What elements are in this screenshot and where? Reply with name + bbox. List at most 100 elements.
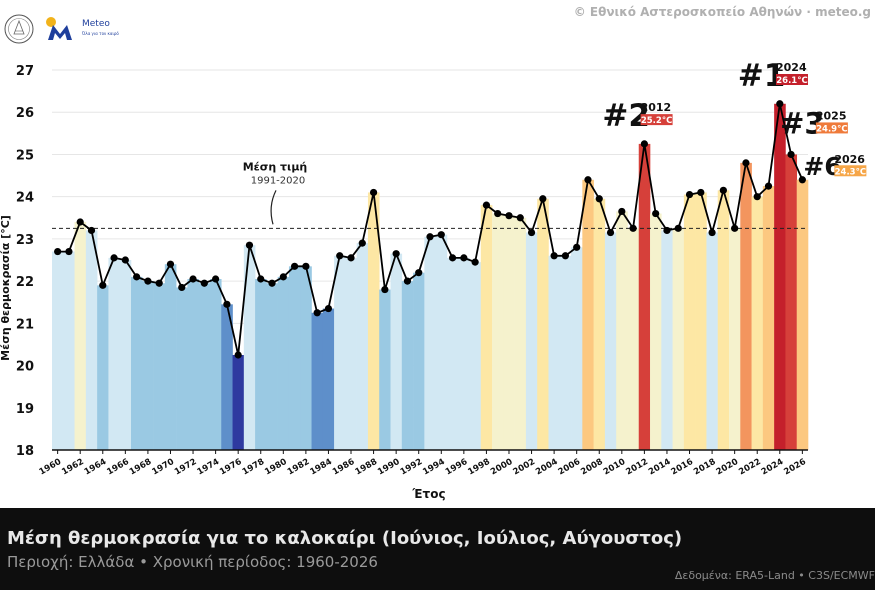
point-2011 [629,224,637,232]
bar-2009 [604,232,617,450]
x-tick-label: 1980 [263,457,289,478]
point-1971 [178,283,186,292]
point-1993 [426,233,434,241]
x-tick-label: 1988 [354,457,380,478]
bar-1991 [401,281,414,450]
point-2022 [753,193,761,201]
point-1992 [415,269,423,277]
bars-group [52,103,809,451]
y-tick-label: 27 [16,64,34,79]
x-tick-label: 1996 [444,457,470,478]
bar-1999 [492,213,504,450]
point-2017 [697,188,705,197]
point-2001 [516,214,524,222]
bar-2003 [537,198,549,450]
bar-1978 [255,279,267,450]
bar-1973 [198,283,211,450]
point-2026 [798,176,806,184]
bar-2013 [650,213,662,450]
point-1974 [212,275,220,283]
x-tick-label: 2016 [670,457,696,478]
bar-1990 [390,253,403,450]
point-1989 [381,285,389,294]
y-tick-label: 26 [16,106,34,121]
point-1995 [448,254,457,262]
bar-1960 [52,251,64,450]
x-axis: 1960196219641966196819701972197419761978… [38,450,808,477]
point-2007 [584,176,592,184]
bar-1987 [356,243,369,450]
observatory-seal-logo [4,14,34,44]
footer-banner: Μέση θερμοκρασία για το καλοκαίρι (Ιούνι… [0,508,875,590]
x-axis-label: Έτος [411,487,445,501]
meteo-logo-icon [46,17,72,40]
point-1967 [133,273,141,281]
point-2006 [573,243,581,251]
bar-2005 [559,255,572,450]
bar-1994 [435,234,448,450]
bar-2015 [672,228,685,450]
bar-1968 [142,281,154,450]
point-2013 [652,209,660,218]
rank-value-2025: 24.9°C [816,124,847,134]
bar-1976 [232,355,245,450]
x-tick-label: 1968 [128,457,154,478]
rank-value-2026: 24.3°C [835,167,866,177]
point-2002 [527,228,536,237]
reference-line-group: Μέση τιμή 1991-2020 [52,160,808,229]
x-tick-label: 2022 [737,457,763,478]
bar-2010 [616,211,628,450]
x-tick-label: 1976 [218,457,244,478]
x-tick-label: 2026 [782,457,808,478]
bar-2004 [548,255,561,450]
bar-2019 [717,190,730,451]
point-2009 [606,228,615,237]
point-1976 [234,351,242,359]
footer-subtitle: Περιοχή: Ελλάδα • Χρονική περίοδος: 1960… [7,553,378,571]
point-1975 [223,300,231,308]
bar-1996 [458,257,470,450]
bar-2020 [729,228,741,450]
x-tick-label: 2020 [715,457,741,478]
point-1988 [369,188,378,197]
points-group [54,100,806,359]
point-1994 [437,231,445,239]
bar-2025 [785,154,798,450]
bar-1981 [288,266,301,450]
x-tick-label: 1986 [331,457,357,478]
point-1962 [76,218,84,226]
bar-2002 [525,232,538,450]
bar-1980 [277,276,290,450]
rank-value-2024: 26.1°C [776,76,807,86]
y-tick-label: 18 [16,444,34,459]
point-2018 [708,228,716,237]
point-1999 [494,209,502,218]
bar-2001 [514,217,527,450]
point-1977 [245,241,254,249]
bar-2000 [503,215,515,450]
x-tick-label: 1984 [308,457,334,478]
bar-1985 [334,255,346,450]
point-1963 [87,226,96,235]
bar-2023 [762,186,775,450]
reference-label: Μέση τιμή [243,160,308,173]
meteo-logo: Meteo Όλα για τον καιρό [46,16,126,42]
bar-1966 [119,260,132,450]
point-1972 [189,275,197,283]
x-tick-label: 1974 [196,457,222,478]
reference-arrow [270,190,277,225]
point-1996 [460,254,468,262]
bar-1983 [311,312,324,450]
point-2012 [640,140,648,148]
x-tick-label: 2002 [512,457,538,478]
x-tick-label: 2010 [602,457,628,478]
copyright-notice: © Εθνικό Αστεροσκοπείο Αθηνών · meteo.g [573,5,871,19]
bar-1977 [243,245,256,450]
x-tick-label: 2024 [760,457,786,478]
bar-2016 [683,194,696,450]
bar-1986 [345,257,357,450]
point-2004 [550,252,558,260]
point-1982 [302,262,310,270]
logo-tagline: Όλα για τον καιρό [82,31,119,36]
